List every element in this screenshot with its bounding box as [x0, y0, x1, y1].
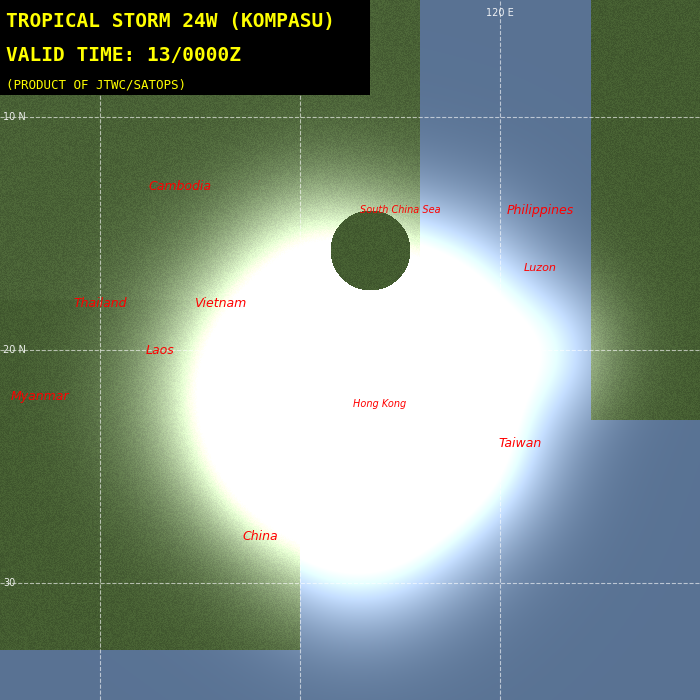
- Text: Thailand: Thailand: [74, 297, 127, 310]
- Text: Luzon: Luzon: [524, 263, 556, 273]
- Text: Hong Kong: Hong Kong: [354, 399, 407, 409]
- Text: South China Sea: South China Sea: [360, 205, 440, 215]
- Text: 10 N: 10 N: [3, 112, 26, 122]
- Text: China: China: [242, 530, 278, 543]
- Text: 120 E: 120 E: [486, 8, 514, 18]
- Text: Cambodia: Cambodia: [148, 180, 211, 193]
- Text: 110 E: 110 E: [286, 8, 314, 18]
- Text: Vietnam: Vietnam: [194, 297, 246, 310]
- Text: TROPICAL STORM 24W (KOMPASU): TROPICAL STORM 24W (KOMPASU): [6, 12, 335, 31]
- Text: Taiwan: Taiwan: [498, 437, 542, 450]
- Text: VALID TIME: 13/0000Z: VALID TIME: 13/0000Z: [6, 46, 241, 65]
- Text: Laos: Laos: [146, 344, 174, 356]
- Text: 30: 30: [3, 578, 15, 588]
- FancyBboxPatch shape: [0, 0, 370, 95]
- Text: 20 N: 20 N: [3, 345, 26, 355]
- Text: 100 E: 100 E: [86, 8, 114, 18]
- Text: Philippines: Philippines: [506, 204, 573, 216]
- Text: (PRODUCT OF JTWC/SATOPS): (PRODUCT OF JTWC/SATOPS): [6, 78, 186, 91]
- Text: Myanmar: Myanmar: [10, 390, 69, 403]
